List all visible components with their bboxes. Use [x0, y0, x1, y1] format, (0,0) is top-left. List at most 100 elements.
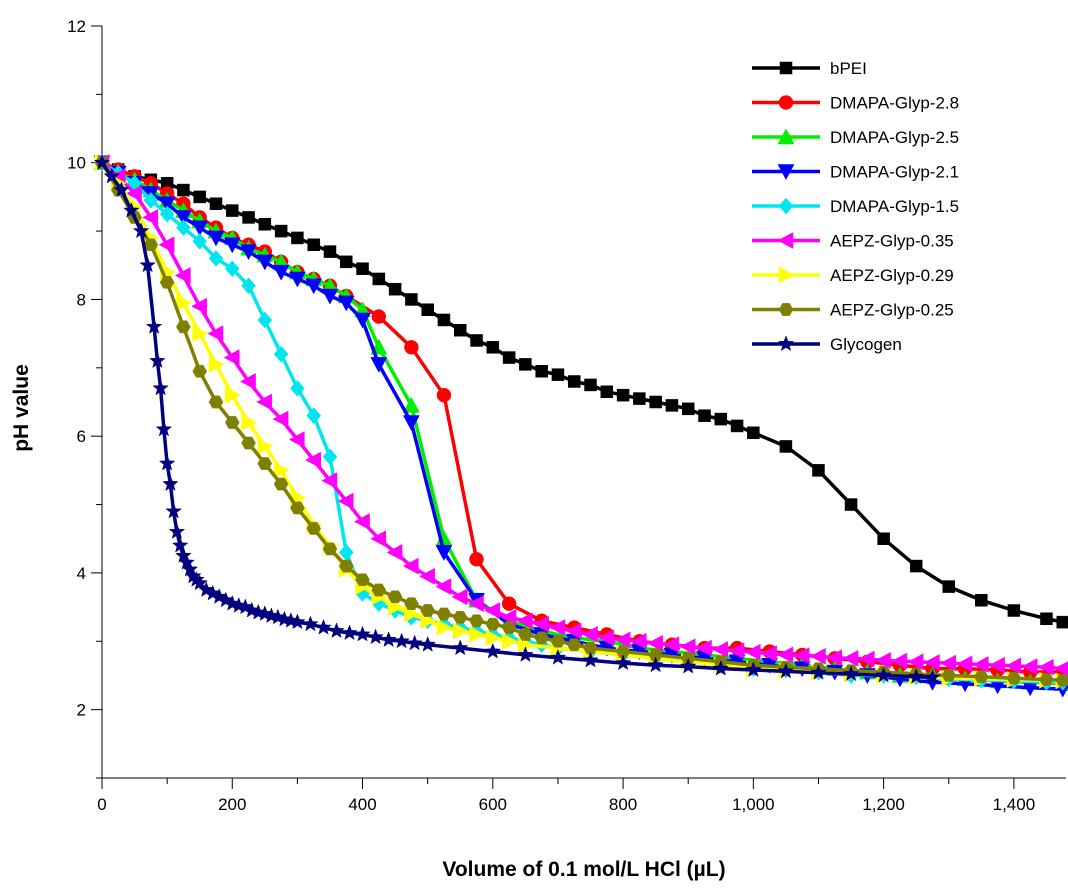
data-point: [909, 559, 923, 573]
data-point: [152, 379, 169, 396]
data-point: [256, 254, 274, 271]
data-point: [322, 448, 338, 466]
data-point: [321, 288, 339, 305]
y-tick-label: 10: [67, 154, 86, 173]
y-tick-label: 8: [77, 290, 86, 309]
data-point: [842, 665, 860, 682]
legend-item: AEPZ-Glyp-0.35: [752, 232, 954, 251]
legend-label: DMAPA-Glyp-2.8: [830, 94, 959, 113]
data-point: [745, 661, 762, 678]
data-point: [975, 594, 988, 607]
data-point: [225, 386, 241, 404]
data-point: [404, 340, 419, 355]
data-point: [176, 294, 192, 312]
data-point: [158, 454, 176, 471]
series-bpei: [95, 156, 1068, 629]
axes: 0 200 400 600 800 1,000 1,200 1,400 2 4 6 8 10 12: [67, 17, 1066, 814]
data-point: [273, 345, 289, 363]
data-point: [223, 349, 240, 366]
y-tick-label: 12: [67, 17, 86, 36]
data-point: [380, 631, 397, 647]
data-point: [649, 395, 662, 409]
data-point: [402, 415, 420, 432]
data-point: [533, 615, 549, 633]
data-point: [142, 209, 159, 226]
data-point: [437, 313, 451, 327]
data-point: [274, 224, 288, 238]
data-point: [273, 477, 289, 491]
data-point: [192, 232, 208, 250]
data-point: [328, 622, 345, 639]
data-point: [256, 393, 273, 411]
data-point: [451, 639, 469, 656]
data-point: [598, 629, 615, 647]
data-point: [406, 634, 423, 651]
legend-label: bPEI: [830, 59, 867, 78]
data-point: [728, 642, 745, 660]
data-point: [402, 557, 419, 575]
data-point: [485, 617, 501, 631]
legend-item: DMAPA-Glyp-2.5: [752, 128, 959, 147]
data-point: [679, 638, 696, 656]
data-point: [436, 619, 453, 637]
legend-item: DMAPA-Glyp-1.5: [752, 197, 959, 216]
data-point: [777, 128, 795, 145]
x-tick-label: 600: [479, 795, 507, 814]
data-point: [209, 197, 223, 210]
data-point: [779, 61, 793, 75]
data-point: [176, 219, 191, 237]
data-point: [354, 625, 371, 642]
data-point: [518, 628, 533, 641]
data-point: [241, 414, 258, 431]
data-point: [356, 262, 369, 275]
data-point: [778, 266, 795, 284]
data-point: [191, 220, 209, 237]
data-point: [681, 402, 695, 416]
data-point: [614, 631, 631, 649]
data-point: [714, 412, 728, 426]
data-point: [370, 530, 387, 548]
data-point: [337, 492, 354, 510]
data-point: [191, 297, 207, 315]
data-point: [290, 501, 305, 515]
data-point: [907, 668, 925, 684]
data-point: [648, 648, 663, 662]
data-point: [940, 654, 957, 672]
data-point: [174, 267, 191, 284]
data-point: [647, 656, 664, 673]
data-point: [113, 181, 130, 198]
data-point: [663, 636, 680, 654]
data-point: [1056, 615, 1068, 629]
data-point: [139, 256, 156, 273]
y-tick-label: 4: [77, 564, 86, 583]
data-point: [875, 651, 891, 669]
data-point: [647, 634, 663, 652]
legend-item: DMAPA-Glyp-2.8: [752, 94, 959, 113]
data-point: [288, 271, 306, 288]
series-glycogen: [93, 153, 941, 685]
data-point: [224, 260, 240, 278]
series-aepz-glyp-0-25: [94, 156, 1068, 687]
data-point: [777, 646, 794, 664]
data-point: [435, 545, 453, 561]
data-point: [126, 185, 142, 202]
data-point: [583, 641, 598, 655]
data-point: [469, 551, 484, 567]
data-point: [240, 244, 257, 261]
data-point: [712, 641, 729, 658]
data-point: [175, 547, 192, 563]
data-point: [306, 407, 322, 425]
data-point: [809, 647, 826, 665]
data-point: [405, 293, 418, 306]
data-point: [192, 325, 209, 343]
data-point: [225, 416, 240, 429]
data-point: [517, 646, 534, 662]
data-point: [159, 205, 175, 223]
data-point: [419, 635, 436, 652]
data-point: [924, 668, 941, 685]
data-point: [149, 352, 166, 369]
data-point: [367, 628, 384, 645]
data-point: [1039, 673, 1054, 686]
legend-label: AEPZ-Glyp-0.35: [830, 232, 954, 251]
